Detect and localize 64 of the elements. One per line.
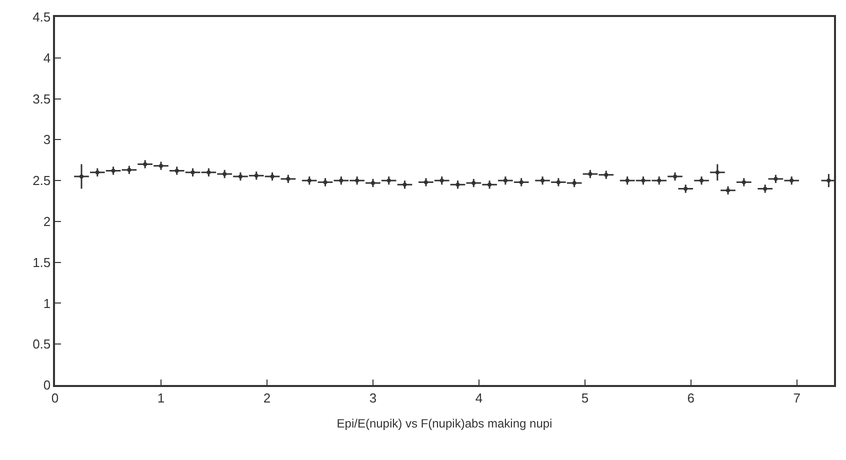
- point: [440, 178, 444, 183]
- y-tick-label: 3.5: [32, 91, 51, 106]
- point: [790, 178, 794, 183]
- point: [206, 170, 211, 174]
- y-tick-label: 4.5: [32, 10, 51, 25]
- point: [386, 178, 391, 183]
- point: [572, 181, 576, 186]
- point: [540, 178, 545, 183]
- point: [254, 174, 258, 178]
- y-tick-label: 2: [43, 214, 51, 229]
- point: [726, 188, 730, 192]
- point: [503, 178, 508, 183]
- point: [111, 168, 116, 173]
- y-tick-label: 1.5: [32, 254, 51, 270]
- point: [700, 178, 704, 183]
- point: [95, 170, 100, 174]
- point: [402, 182, 407, 187]
- y-tick-label: 4: [43, 50, 51, 66]
- point: [625, 178, 630, 183]
- point: [222, 172, 227, 176]
- point: [174, 168, 179, 173]
- point: [826, 178, 831, 183]
- point: [158, 164, 163, 168]
- point: [355, 178, 360, 183]
- point: [190, 170, 195, 174]
- x-tick-label: 1: [157, 390, 165, 406]
- x-tick-label: 2: [263, 390, 271, 406]
- point: [742, 180, 746, 184]
- point: [673, 174, 678, 178]
- x-axis-title: Epi/E(nupik) vs F(nupik)abs making nupi: [336, 416, 552, 431]
- point: [641, 178, 646, 183]
- x-tick-label: 4: [475, 390, 483, 406]
- point: [519, 180, 524, 184]
- point: [143, 162, 148, 166]
- y-tick-label: 3: [43, 132, 51, 148]
- x-tick-label: 3: [369, 390, 377, 406]
- point: [604, 172, 608, 177]
- point: [657, 178, 662, 183]
- point: [556, 180, 560, 184]
- x-tick-label: 7: [793, 390, 801, 406]
- point: [488, 182, 492, 187]
- point: [80, 174, 84, 178]
- point: [270, 174, 274, 178]
- point: [684, 186, 688, 191]
- point: [456, 182, 460, 187]
- point: [472, 181, 476, 186]
- point: [339, 178, 344, 183]
- x-tick-label: 5: [581, 390, 589, 406]
- y-tick-label: 0: [43, 378, 51, 393]
- x-tick-label: 6: [687, 390, 695, 406]
- y-tick-label: 2.5: [32, 173, 51, 188]
- point: [370, 181, 375, 186]
- point: [323, 180, 328, 184]
- y-tick-label: 1: [43, 296, 51, 311]
- point: [238, 174, 242, 178]
- point: [127, 168, 132, 172]
- point: [763, 186, 768, 191]
- point: [774, 176, 778, 181]
- y-tick-label: 0.5: [32, 336, 51, 352]
- point: [286, 176, 290, 181]
- point: [588, 172, 592, 176]
- point: [307, 178, 312, 183]
- point: [715, 170, 720, 174]
- point: [424, 180, 428, 184]
